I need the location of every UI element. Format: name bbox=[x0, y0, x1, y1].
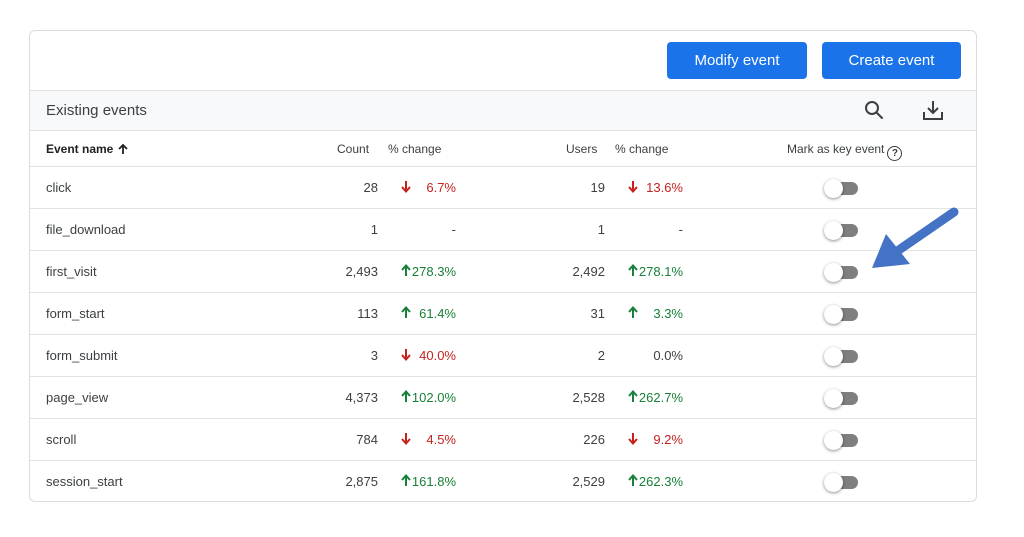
mark-key-event-header: Mark as key event? bbox=[787, 142, 903, 161]
mark-key-event-toggle[interactable] bbox=[824, 263, 860, 282]
event-count: 113 bbox=[357, 306, 378, 321]
event-count: 28 bbox=[363, 180, 378, 195]
arrow-up-icon bbox=[628, 305, 638, 322]
arrow-down-icon bbox=[401, 348, 411, 364]
event-name: page_view bbox=[46, 390, 109, 405]
users-header[interactable]: Users bbox=[566, 142, 598, 156]
users-change-value: 0.0% bbox=[653, 348, 683, 363]
table-row: form_start 113 61.4% 31 3.3% bbox=[30, 293, 976, 335]
toggle-thumb bbox=[824, 389, 843, 408]
download-icon[interactable] bbox=[921, 98, 945, 122]
arrow-up-icon bbox=[401, 263, 411, 280]
table-row: page_view 4,373 102.0% 2,528 262.7% bbox=[30, 377, 976, 419]
mark-key-event-toggle[interactable] bbox=[824, 347, 860, 366]
event-count: 4,373 bbox=[345, 390, 378, 405]
event-users: 2,528 bbox=[572, 390, 605, 405]
sort-ascending-icon bbox=[117, 143, 129, 158]
table-header: Event name Count % change Users % change… bbox=[30, 131, 976, 167]
arrow-up-icon bbox=[401, 305, 411, 322]
event-users: 2 bbox=[597, 348, 605, 363]
event-users: 226 bbox=[583, 432, 605, 447]
mark-key-event-toggle[interactable] bbox=[824, 473, 860, 492]
event-name: file_download bbox=[46, 222, 126, 237]
event-count: 2,875 bbox=[345, 474, 378, 489]
table-row: file_download 1 - 1 - bbox=[30, 209, 976, 251]
users-change-value: 278.1% bbox=[638, 264, 683, 279]
toggle-thumb bbox=[824, 305, 843, 324]
event-users: 2,529 bbox=[572, 474, 605, 489]
arrow-down-icon bbox=[401, 180, 411, 196]
event-users: 31 bbox=[590, 306, 605, 321]
toggle-thumb bbox=[824, 473, 843, 492]
table-row: first_visit 2,493 278.3% 2,492 278.1% bbox=[30, 251, 976, 293]
toggle-thumb bbox=[824, 263, 843, 282]
table-row: form_submit 3 40.0% 2 0.0% bbox=[30, 335, 976, 377]
event-name: click bbox=[46, 180, 72, 195]
users-change-value: 262.7% bbox=[638, 390, 683, 405]
event-name: session_start bbox=[46, 474, 123, 489]
section-title: Existing events bbox=[46, 102, 147, 119]
arrow-down-icon bbox=[401, 432, 411, 448]
table-row: scroll 784 4.5% 226 9.2% bbox=[30, 419, 976, 461]
arrow-up-icon bbox=[628, 473, 638, 490]
table-row: click 28 6.7% 19 13.6% bbox=[30, 167, 976, 209]
annotation-arrow-icon bbox=[872, 207, 959, 268]
event-name: form_start bbox=[46, 306, 105, 321]
toggle-thumb bbox=[824, 347, 843, 366]
arrow-up-icon bbox=[628, 389, 638, 406]
count-change-value: 40.0% bbox=[419, 348, 456, 363]
event-name: form_submit bbox=[46, 348, 118, 363]
count-change-value: 161.8% bbox=[411, 474, 456, 489]
events-table-body: click 28 6.7% 19 13.6% file_download 1 - 1 - first… bbox=[30, 167, 976, 501]
count-change-value: 278.3% bbox=[411, 264, 456, 279]
arrow-up-icon bbox=[401, 389, 411, 406]
search-icon[interactable] bbox=[862, 98, 886, 122]
event-count: 3 bbox=[370, 348, 378, 363]
toggle-thumb bbox=[824, 179, 843, 198]
mark-key-event-toggle[interactable] bbox=[824, 305, 860, 324]
count-header[interactable]: Count bbox=[337, 142, 370, 156]
mark-key-event-toggle[interactable] bbox=[824, 431, 860, 450]
users-change-value: 9.2% bbox=[653, 432, 683, 447]
count-change-value: - bbox=[451, 222, 456, 237]
arrow-down-icon bbox=[628, 432, 638, 448]
count-change-header[interactable]: % change bbox=[388, 142, 442, 156]
create-event-button[interactable]: Create event bbox=[822, 42, 961, 79]
count-change-value: 61.4% bbox=[419, 306, 456, 321]
mark-key-event-toggle[interactable] bbox=[824, 389, 860, 408]
event-count: 2,493 bbox=[345, 264, 378, 279]
event-count: 1 bbox=[370, 222, 378, 237]
events-card: Modify event Create event Existing event… bbox=[29, 30, 977, 502]
arrow-up-icon bbox=[628, 263, 638, 280]
section-header: Existing events bbox=[30, 90, 976, 131]
count-change-value: 102.0% bbox=[411, 390, 456, 405]
event-name: scroll bbox=[46, 432, 77, 447]
event-users: 1 bbox=[597, 222, 605, 237]
event-users: 19 bbox=[590, 180, 605, 195]
arrow-down-icon bbox=[628, 180, 638, 196]
event-users: 2,492 bbox=[572, 264, 605, 279]
count-change-value: 6.7% bbox=[426, 180, 456, 195]
event-count: 784 bbox=[356, 432, 378, 447]
action-bar: Modify event Create event bbox=[30, 31, 976, 90]
toggle-thumb bbox=[824, 221, 843, 240]
arrow-up-icon bbox=[401, 473, 411, 490]
count-change-value: 4.5% bbox=[426, 432, 456, 447]
users-change-value: - bbox=[678, 222, 683, 237]
users-change-value: 262.3% bbox=[638, 474, 683, 489]
table-row: session_start 2,875 161.8% 2,529 262.3% bbox=[30, 461, 976, 501]
help-icon[interactable]: ? bbox=[887, 146, 903, 161]
users-change-value: 3.3% bbox=[653, 306, 683, 321]
mark-key-event-toggle[interactable] bbox=[824, 221, 860, 240]
event-name-header[interactable]: Event name bbox=[46, 142, 129, 158]
event-name: first_visit bbox=[46, 264, 97, 279]
modify-event-button[interactable]: Modify event bbox=[667, 42, 807, 79]
users-change-value: 13.6% bbox=[646, 180, 683, 195]
users-change-header[interactable]: % change bbox=[615, 142, 669, 156]
toggle-thumb bbox=[824, 431, 843, 450]
mark-key-event-toggle[interactable] bbox=[824, 179, 860, 198]
